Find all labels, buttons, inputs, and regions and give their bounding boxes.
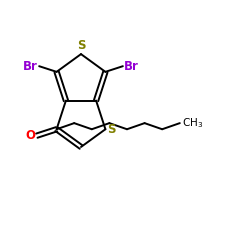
Text: Br: Br [23,60,38,73]
Text: S: S [107,123,116,136]
Text: Br: Br [124,60,139,73]
Text: S: S [77,39,85,52]
Text: CH$_3$: CH$_3$ [182,116,203,130]
Text: O: O [26,129,36,142]
